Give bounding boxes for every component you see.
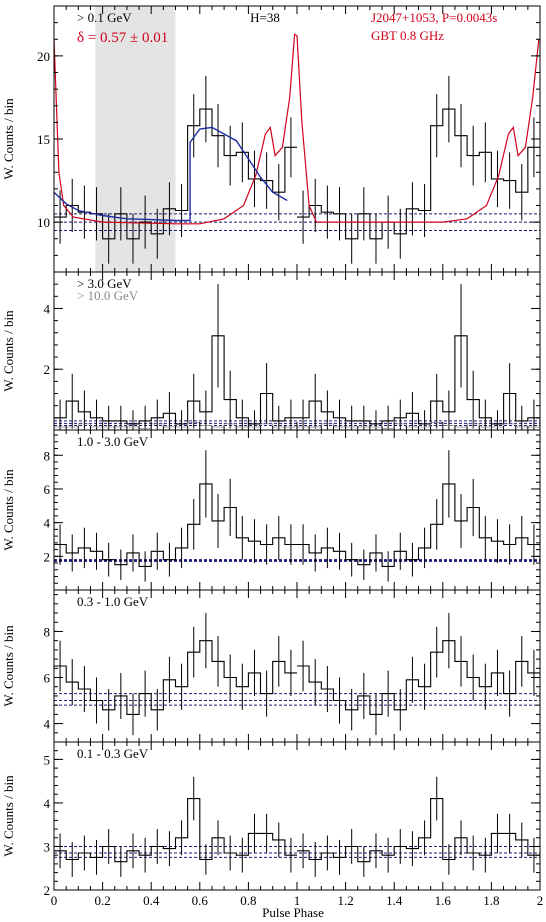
y-tick-label: 3 [44, 839, 51, 854]
y-tick-label: 20 [37, 49, 50, 64]
panel-5: 2 3 4 5 W. Counts / bin 0.1 - 0.3 GeV [1, 741, 541, 898]
radio-telescope-label: GBT 0.8 GHz [371, 28, 444, 43]
x-tick-label: 0 [51, 893, 58, 908]
radio-profile-line [53, 33, 540, 225]
y-tick-label: 4 [44, 516, 51, 531]
y-tick-label: 8 [44, 448, 51, 463]
energy-band-label: 0.1 - 0.3 GeV [77, 746, 149, 761]
panel-2: 2 4 W. Counts / bin > 3.0 GeV> 10.0 GeV [1, 271, 541, 431]
y-tick-label: 8 [44, 624, 51, 639]
energy-band-label-high: > 10.0 GeV [77, 288, 139, 303]
histogram-rotation-2 [297, 640, 540, 715]
x-tick-label: 1.8 [483, 893, 499, 908]
panel-3: 2 4 6 8 W. Counts / bin 1.0 - 3.0 GeV [1, 429, 541, 591]
histogram-rotation-2 [297, 108, 540, 240]
energy-band-label: > 0.1 GeV [77, 10, 132, 25]
panel-1: 10 15 20 W. Counts / bin > 0.1 GeV δ = 0.57 ±… [1, 5, 541, 273]
pulsar-name-label: J2047+1053, P=0.0043s [371, 10, 497, 25]
histogram-rotation-1 [54, 798, 297, 863]
fit-model-line [53, 126, 288, 222]
x-tick-label: 0.2 [94, 893, 110, 908]
panel-4: 4 6 8 W. Counts / bin 0.3 - 1.0 GeV [1, 589, 541, 743]
histogram-high-energy-rotation-2 [297, 422, 540, 429]
y-axis-label: W. Counts / bin [1, 775, 16, 857]
y-axis-label: W. Counts / bin [1, 625, 16, 707]
y-tick-label: 5 [44, 752, 51, 767]
y-tick-label: 2 [44, 362, 51, 377]
y-tick-label: 2 [44, 549, 51, 564]
y-axis-label: W. Counts / bin [1, 469, 16, 551]
x-tick-label: 1.6 [435, 893, 452, 908]
y-tick-label: 15 [37, 132, 50, 147]
y-axis-label: W. Counts / bin [1, 310, 16, 392]
x-axis-label: Pulse Phase [262, 905, 324, 920]
x-tick-label: 1.4 [386, 893, 403, 908]
y-tick-label: 4 [44, 796, 51, 811]
x-tick-label: 0.6 [192, 893, 209, 908]
energy-band-label: 0.3 - 1.0 GeV [77, 594, 149, 609]
y-tick-label: 4 [44, 717, 51, 732]
y-tick-label: 10 [37, 215, 50, 230]
x-tick-label: 2 [537, 893, 544, 908]
y-tick-label: 6 [44, 482, 51, 497]
x-tick-label: 0.4 [143, 893, 160, 908]
histogram-rotation-2 [297, 483, 540, 567]
panel-frame [53, 741, 541, 891]
y-tick-label: 4 [44, 301, 51, 316]
histogram-rotation-1 [54, 335, 297, 425]
energy-band-label: > 3.0 GeV [77, 276, 132, 291]
histogram-rotation-1 [54, 483, 297, 567]
x-tick-label: 1 [294, 893, 301, 908]
y-axis-label: W. Counts / bin [1, 98, 16, 180]
y-tick-label: 2 [44, 883, 51, 898]
energy-band-label: 1.0 - 3.0 GeV [77, 434, 149, 449]
x-tick-label: 0.8 [240, 893, 256, 908]
histogram-rotation-2 [297, 335, 540, 425]
x-tick-label: 1.2 [337, 893, 353, 908]
histogram-rotation-1 [54, 640, 297, 715]
offset-delta-label: δ = 0.57 ± 0.01 [77, 30, 168, 46]
htest-label: H=38 [250, 10, 280, 25]
histogram-rotation-2 [297, 798, 540, 863]
y-tick-label: 6 [44, 671, 51, 686]
